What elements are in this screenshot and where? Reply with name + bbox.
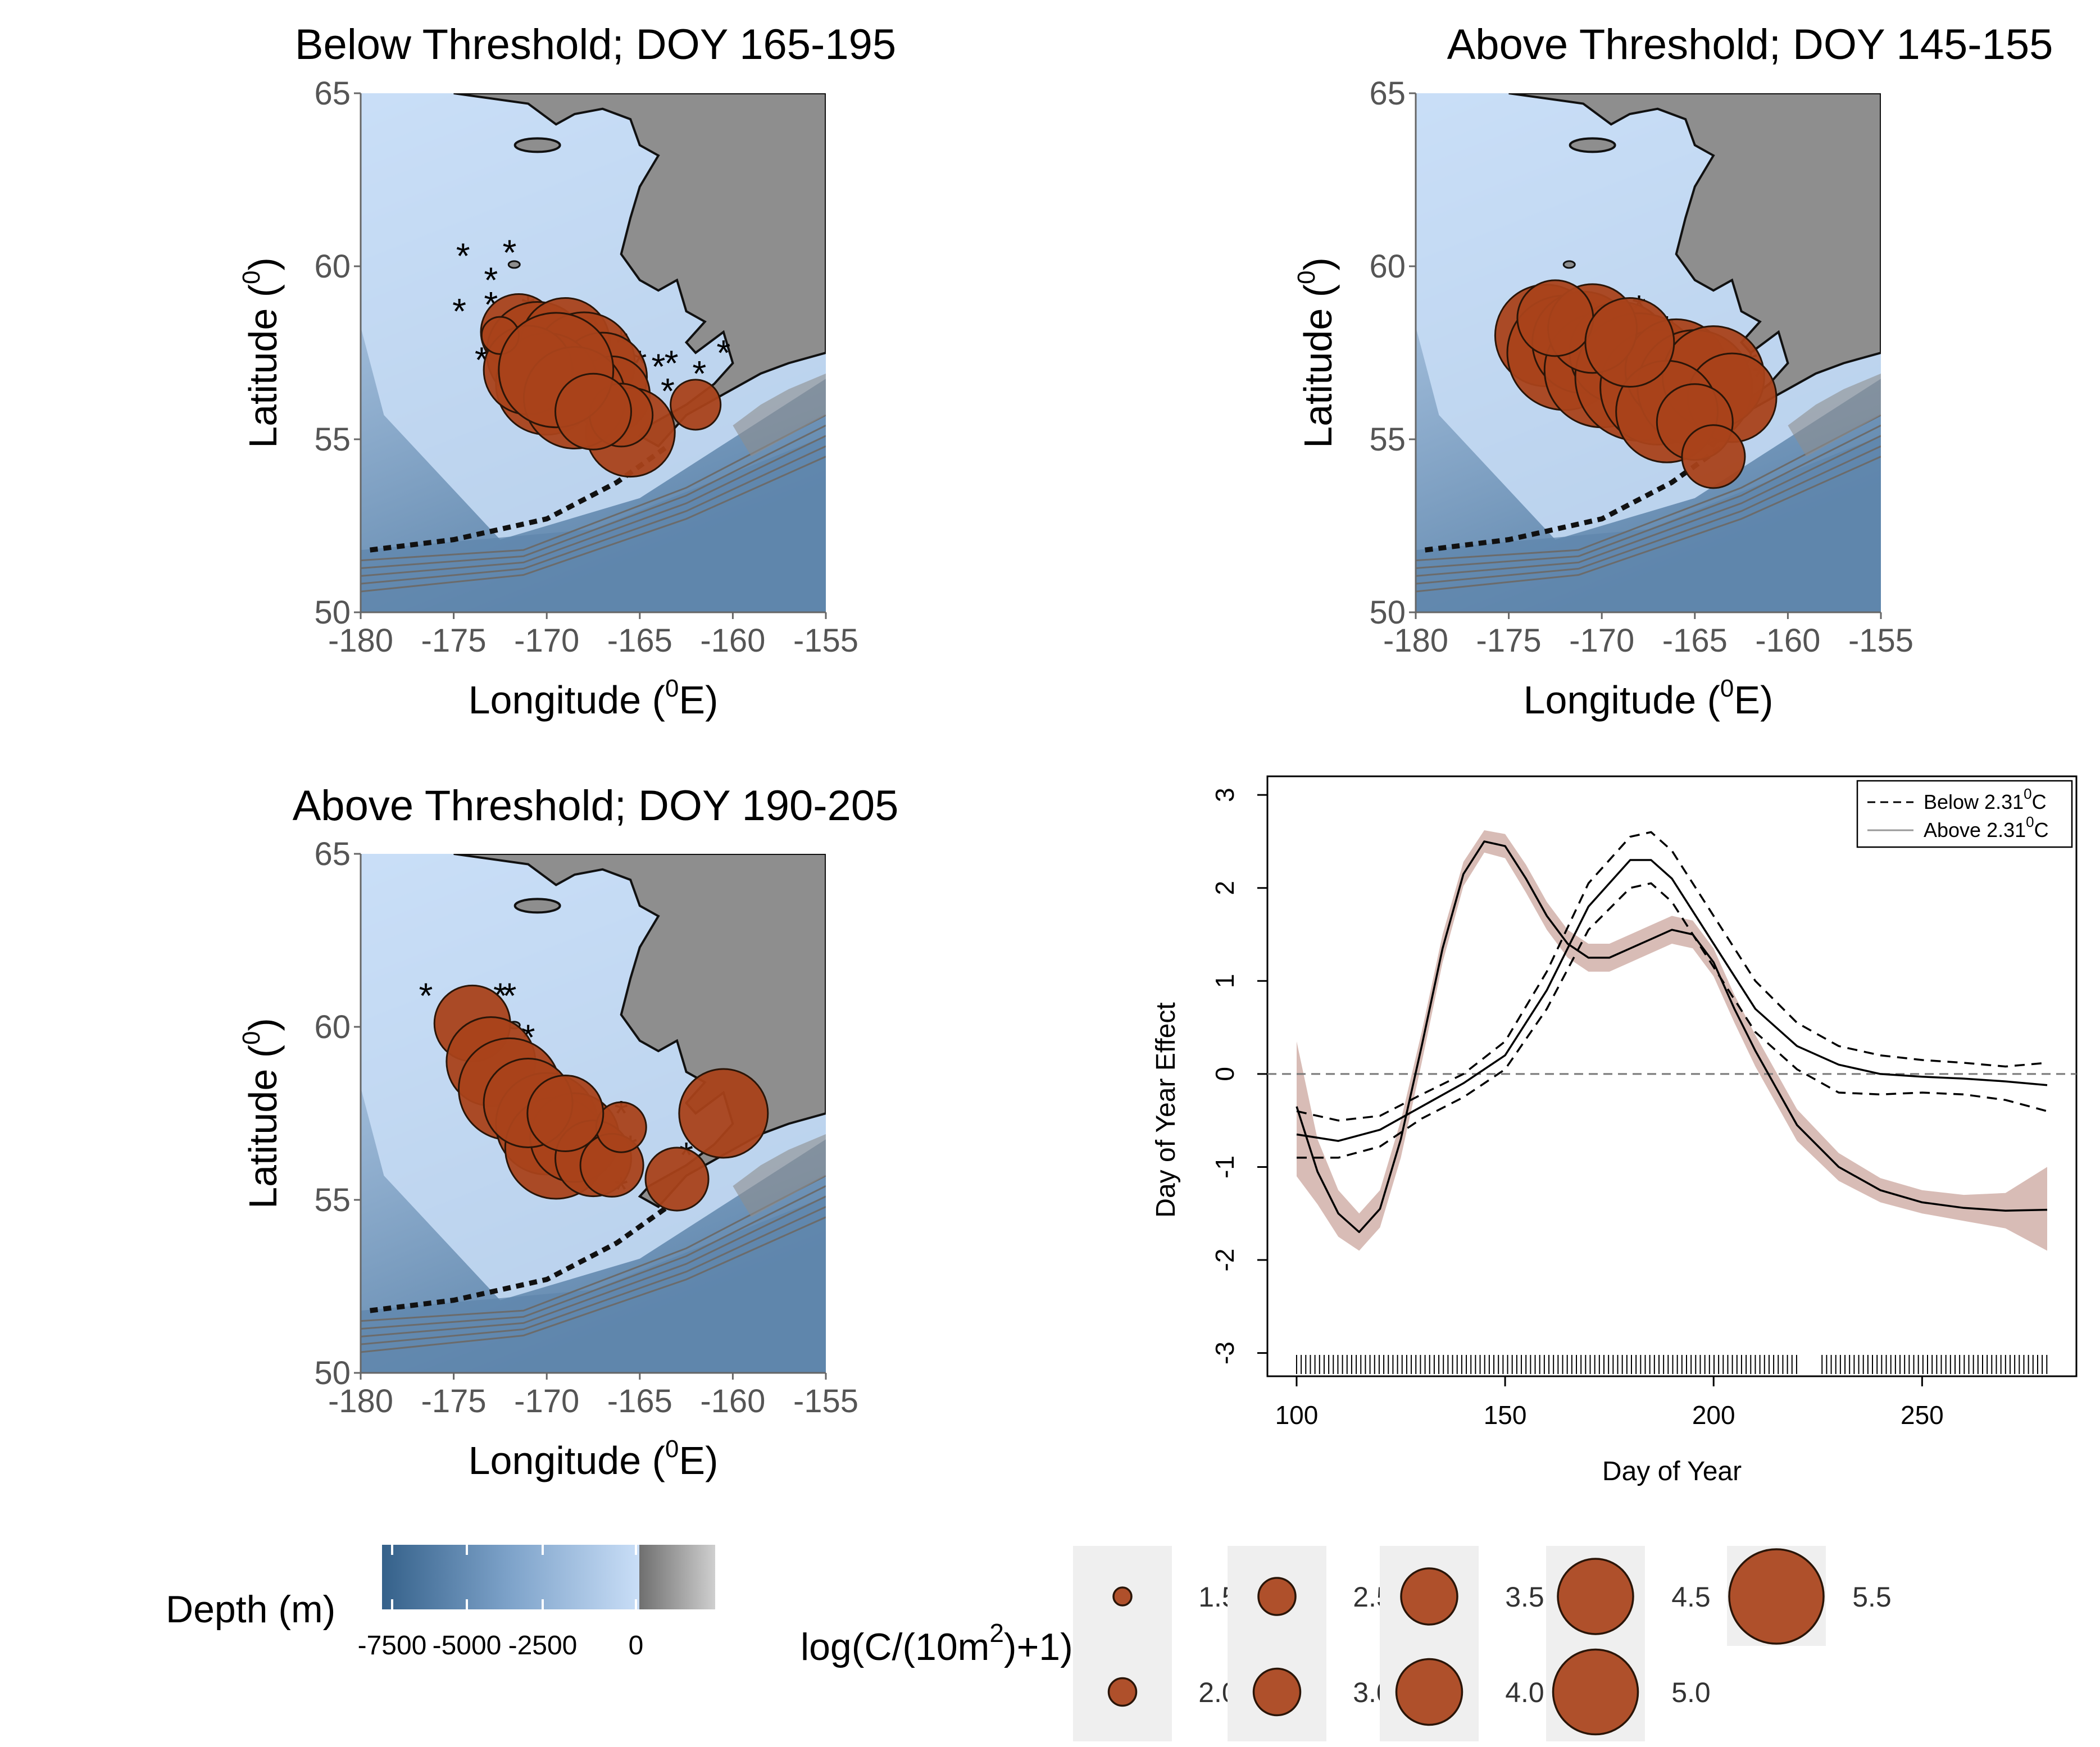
catch-circle bbox=[1517, 280, 1593, 356]
absence-star-marker: * bbox=[419, 976, 433, 1016]
map-panel-below-165-195: Below Threshold; DOY 165-195 * *** *** ****… bbox=[238, 21, 896, 722]
size-legend-title: log(C/(10m2)+1) bbox=[801, 1618, 1073, 1668]
map-area: ***** bbox=[1416, 93, 1881, 612]
size-legend-circle bbox=[1254, 1669, 1301, 1716]
absence-star-marker: * bbox=[716, 333, 730, 373]
x-tick-label: 150 bbox=[1484, 1400, 1527, 1430]
y-tick-label: 3 bbox=[1210, 788, 1239, 802]
depth-tick-label: -2500 bbox=[508, 1631, 578, 1660]
island bbox=[1563, 261, 1575, 268]
x-tick-label: -160 bbox=[700, 1383, 765, 1420]
size-legend-label: 4.0 bbox=[1505, 1677, 1544, 1708]
y-tick-label: 50 bbox=[314, 594, 351, 631]
x-tick-label: -165 bbox=[607, 622, 672, 659]
y-tick-label: 0 bbox=[1210, 1067, 1239, 1081]
island bbox=[515, 899, 560, 912]
x-tick-label: 100 bbox=[1275, 1400, 1319, 1430]
catch-circle bbox=[679, 1069, 768, 1158]
size-legend-circle bbox=[1558, 1559, 1633, 1634]
x-tick-label: -165 bbox=[1662, 622, 1728, 659]
x-tick-label: -155 bbox=[1848, 622, 1913, 659]
size-legend: log(C/(10m2)+1) 1.52.02.53.03.54.04.55.0… bbox=[801, 1546, 1892, 1741]
size-legend-circle bbox=[1258, 1578, 1296, 1615]
depth-colorbar bbox=[382, 1545, 639, 1609]
size-legend-circle bbox=[1729, 1549, 1824, 1644]
map-title: Above Threshold; DOY 190-205 bbox=[293, 782, 899, 830]
size-legend-circle bbox=[1109, 1678, 1137, 1706]
catch-circle bbox=[646, 1148, 708, 1211]
y-axis-label: Latitude (0) bbox=[238, 257, 285, 448]
day-of-year-effect-plot: 100 150 200 250 -3 -2 -1 0 1 2 3 Day of Year Day of … bbox=[1151, 776, 2076, 1486]
catch-circle bbox=[556, 374, 631, 449]
size-legend-label: 5.0 bbox=[1671, 1677, 1711, 1708]
x-tick-label: -165 bbox=[607, 1383, 672, 1420]
y-tick-label: 1 bbox=[1210, 973, 1239, 988]
y-tick-label: 65 bbox=[314, 75, 351, 112]
depth-legend: Depth (m) -7500 -5000 -2500 0 bbox=[166, 1545, 715, 1660]
x-tick-label: -160 bbox=[700, 622, 765, 659]
y-tick-label: 50 bbox=[314, 1355, 351, 1391]
x-tick-label: -170 bbox=[514, 622, 579, 659]
y-tick-label: 60 bbox=[1369, 248, 1406, 285]
y-tick-label: -1 bbox=[1210, 1155, 1239, 1179]
absence-star-marker: * bbox=[456, 236, 470, 276]
depth-legend-title: Depth (m) bbox=[166, 1588, 335, 1631]
y-tick-label: -2 bbox=[1210, 1249, 1239, 1272]
depth-tick-label: -7500 bbox=[358, 1631, 427, 1660]
depth-tick-label: 0 bbox=[629, 1631, 644, 1660]
catch-circle bbox=[671, 380, 721, 430]
x-tick-label: 200 bbox=[1692, 1400, 1735, 1430]
y-tick-label: 60 bbox=[314, 248, 351, 285]
x-axis-label: Longitude (0E) bbox=[469, 1435, 719, 1482]
x-tick-label: -175 bbox=[421, 1383, 487, 1420]
y-tick-label: 65 bbox=[314, 836, 351, 872]
size-legend-label: 3.5 bbox=[1505, 1581, 1544, 1613]
x-tick-label: -175 bbox=[1476, 622, 1542, 659]
catch-circle bbox=[1585, 298, 1674, 387]
size-legend-label: 5.5 bbox=[1852, 1581, 1892, 1613]
island bbox=[1570, 138, 1615, 152]
depth-tick-label: -5000 bbox=[433, 1631, 502, 1660]
y-tick-label: 55 bbox=[314, 421, 351, 458]
y-tick-label: 55 bbox=[314, 1182, 351, 1218]
y-tick-label: 2 bbox=[1210, 881, 1239, 895]
land-colorbar bbox=[639, 1545, 715, 1609]
y-axis-label: Day of Year Effect bbox=[1151, 1002, 1181, 1217]
island bbox=[515, 138, 560, 152]
x-tick-label: -175 bbox=[421, 622, 487, 659]
y-tick-label: 60 bbox=[314, 1009, 351, 1045]
y-axis-label: Latitude (0) bbox=[1293, 257, 1340, 448]
map-area: *************** bbox=[361, 93, 826, 612]
y-tick-label: 55 bbox=[1369, 421, 1406, 458]
y-axis-label: Latitude (0) bbox=[238, 1018, 285, 1209]
x-tick-label: -155 bbox=[793, 1383, 858, 1420]
size-legend-circle bbox=[1401, 1568, 1457, 1625]
catch-circle bbox=[528, 1076, 603, 1152]
x-axis-label: Longitude (0E) bbox=[1524, 675, 1774, 722]
y-tick-label: 65 bbox=[1369, 75, 1406, 112]
map-title: Above Threshold; DOY 145-155 bbox=[1447, 21, 2053, 69]
x-tick-label: -170 bbox=[514, 1383, 579, 1420]
y-tick-label: 50 bbox=[1369, 594, 1406, 631]
x-tick-label: 250 bbox=[1901, 1400, 1944, 1430]
x-axis-label: Day of Year bbox=[1602, 1457, 1742, 1486]
x-tick-label: -160 bbox=[1755, 622, 1820, 659]
size-legend-circle bbox=[1397, 1659, 1462, 1725]
size-legend-circle bbox=[1113, 1587, 1131, 1605]
y-tick-label: -3 bbox=[1210, 1341, 1239, 1364]
x-tick-label: -155 bbox=[793, 622, 858, 659]
x-tick-label: -170 bbox=[1569, 622, 1634, 659]
size-legend-circle bbox=[1553, 1650, 1638, 1735]
absence-star-marker: * bbox=[452, 291, 466, 331]
catch-circle bbox=[1682, 425, 1745, 488]
absence-star-marker: * bbox=[503, 232, 517, 272]
size-legend-label: 4.5 bbox=[1671, 1581, 1711, 1613]
map-panel-above-190-205: Above Threshold; DOY 190-205 ******** -18… bbox=[238, 782, 898, 1482]
x-axis-label: Longitude (0E) bbox=[469, 675, 719, 722]
map-title: Below Threshold; DOY 165-195 bbox=[295, 21, 896, 69]
map-area: ******** bbox=[361, 854, 826, 1373]
plot-frame bbox=[1267, 776, 2076, 1376]
map-panel-above-145-155: Above Threshold; DOY 145-155 *****-180-1… bbox=[1293, 21, 2053, 722]
